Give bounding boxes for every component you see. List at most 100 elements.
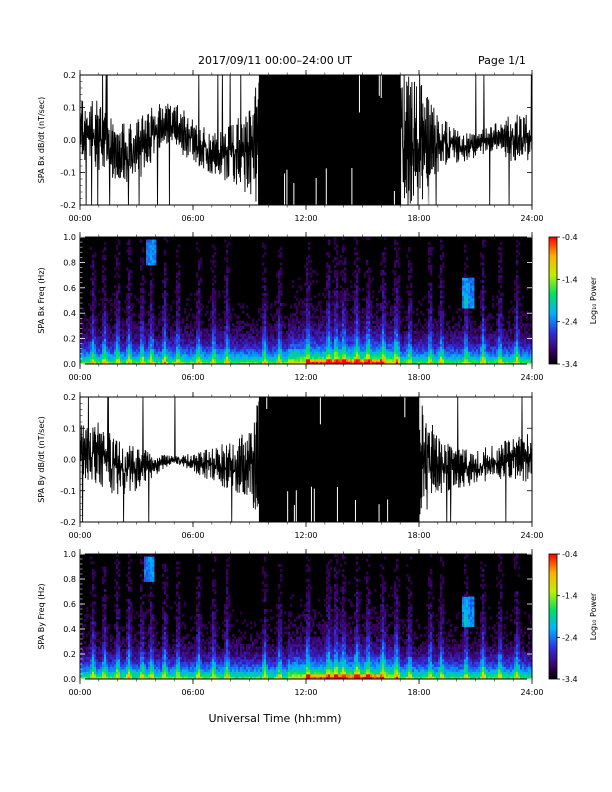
heatmap-cell bbox=[434, 351, 437, 355]
heatmap-cell bbox=[198, 308, 201, 312]
heatmap-cell bbox=[358, 310, 361, 314]
heatmap-cell bbox=[376, 356, 379, 360]
heatmap-cell bbox=[268, 336, 271, 339]
heatmap-cell bbox=[318, 325, 321, 329]
heatmap-cell bbox=[192, 336, 195, 339]
heatmap-cell bbox=[294, 348, 297, 352]
heatmap-cell bbox=[210, 358, 213, 362]
heatmap-cell bbox=[262, 341, 265, 345]
heatmap-cell bbox=[236, 330, 239, 334]
heatmap-cell bbox=[150, 341, 153, 345]
heatmap-cell bbox=[380, 338, 383, 342]
heatmap-cell bbox=[246, 330, 249, 334]
heatmap-cell bbox=[322, 351, 325, 355]
heatmap-cell bbox=[146, 353, 149, 357]
heatmap-cell bbox=[214, 315, 217, 319]
heatmap-cell bbox=[440, 305, 443, 309]
heatmap-cell bbox=[140, 297, 143, 301]
heatmap-cell bbox=[434, 328, 437, 332]
heatmap-cell bbox=[272, 333, 275, 337]
heatmap-cell bbox=[212, 315, 215, 319]
heatmap-cell bbox=[338, 262, 341, 266]
heatmap-cell bbox=[152, 333, 155, 337]
heatmap-cell bbox=[404, 358, 407, 362]
heatmap-cell bbox=[246, 313, 249, 317]
heatmap-cell bbox=[230, 351, 233, 355]
heatmap-cell bbox=[420, 303, 423, 306]
heatmap-cell bbox=[432, 356, 435, 360]
heatmap-cell bbox=[84, 356, 87, 360]
heatmap-cell bbox=[196, 348, 199, 352]
heatmap-cell bbox=[328, 336, 331, 339]
heatmap-cell bbox=[474, 320, 477, 324]
heatmap-cell bbox=[90, 351, 93, 355]
heatmap-cell bbox=[204, 356, 207, 360]
heatmap-cell bbox=[196, 313, 199, 317]
heatmap-cell bbox=[162, 341, 165, 345]
heatmap-cell bbox=[370, 315, 373, 319]
heatmap-cell bbox=[382, 272, 385, 276]
heatmap-cell bbox=[386, 353, 389, 357]
heatmap-cell bbox=[364, 361, 367, 365]
heatmap-cell bbox=[422, 330, 425, 334]
heatmap-cell bbox=[368, 346, 371, 350]
heatmap-cell bbox=[216, 333, 219, 337]
heatmap-cell bbox=[114, 297, 117, 301]
heatmap-cell bbox=[190, 328, 193, 332]
heatmap-cell bbox=[140, 348, 143, 352]
heatmap-cell bbox=[128, 252, 131, 256]
heatmap-cell bbox=[340, 348, 343, 352]
heatmap-cell bbox=[338, 295, 341, 299]
heatmap-cell bbox=[270, 353, 273, 357]
heatmap-cell bbox=[382, 257, 385, 261]
heatmap-cell bbox=[472, 287, 475, 291]
heatmap-cell bbox=[194, 292, 197, 296]
heatmap-cell bbox=[108, 336, 111, 339]
heatmap-cell bbox=[368, 285, 371, 289]
heatmap-cell bbox=[218, 338, 221, 342]
heatmap-cell bbox=[142, 356, 145, 360]
heatmap-cell bbox=[126, 343, 129, 347]
heatmap-cell bbox=[298, 356, 301, 360]
heatmap-cell bbox=[276, 353, 279, 357]
heatmap-cell bbox=[280, 361, 283, 365]
heatmap-cell bbox=[342, 346, 345, 350]
heatmap-cell bbox=[226, 346, 229, 350]
heatmap-cell bbox=[142, 348, 145, 352]
heatmap-cell bbox=[150, 318, 153, 322]
heatmap-cell bbox=[154, 361, 157, 365]
heatmap-cell bbox=[116, 290, 119, 294]
heatmap-cell bbox=[172, 358, 175, 362]
heatmap-cell bbox=[438, 285, 441, 289]
heatmap-cell bbox=[432, 351, 435, 355]
heatmap-cell bbox=[430, 323, 433, 327]
heatmap-cell bbox=[308, 303, 311, 306]
heatmap-cell bbox=[154, 239, 157, 243]
heatmap-cell bbox=[280, 315, 283, 319]
heatmap-cell bbox=[324, 318, 327, 322]
heatmap-cell bbox=[336, 348, 339, 352]
heatmap-cell bbox=[142, 358, 145, 362]
heatmap-cell bbox=[312, 325, 315, 329]
heatmap-cell bbox=[152, 277, 155, 281]
heatmap-cell bbox=[128, 328, 131, 332]
heatmap-cell bbox=[88, 333, 91, 337]
heatmap-cell bbox=[400, 353, 403, 357]
heatmap-cell bbox=[122, 341, 125, 345]
heatmap-cell bbox=[304, 297, 307, 301]
heatmap-cell bbox=[106, 323, 109, 327]
heatmap-cell bbox=[388, 343, 391, 347]
heatmap-cell bbox=[254, 356, 257, 360]
heatmap-cell bbox=[282, 343, 285, 347]
heatmap-cell bbox=[214, 264, 217, 268]
heatmap-cell bbox=[346, 333, 349, 337]
heatmap-cell bbox=[422, 325, 425, 329]
heatmap-cell bbox=[114, 328, 117, 332]
heatmap-cell bbox=[180, 328, 183, 332]
heatmap-cell bbox=[80, 351, 83, 355]
heatmap-cell bbox=[396, 353, 399, 357]
heatmap-cell bbox=[326, 262, 329, 266]
heatmap-cell bbox=[126, 353, 129, 357]
heatmap-cell bbox=[246, 356, 249, 360]
heatmap-cell bbox=[172, 351, 175, 355]
